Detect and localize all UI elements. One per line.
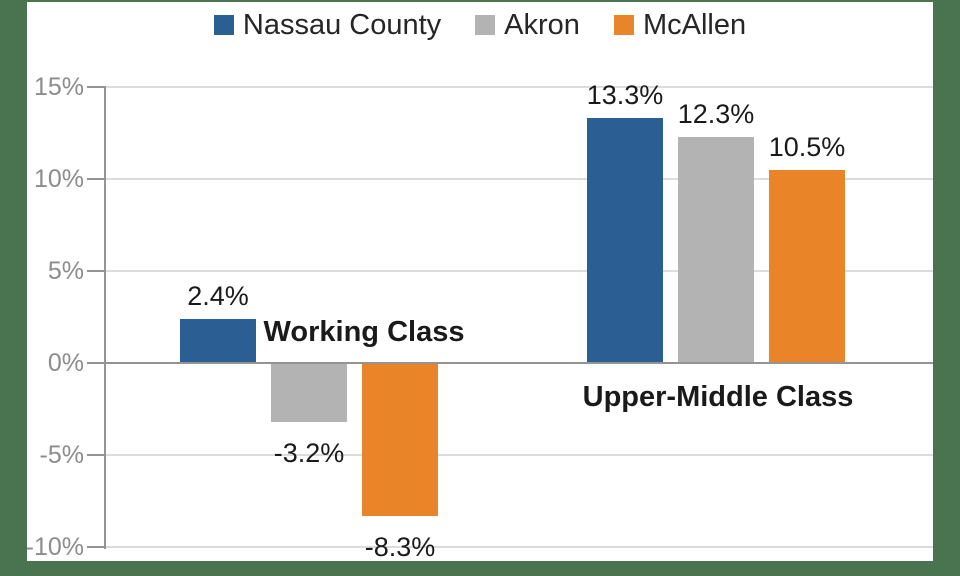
zero-baseline: [105, 362, 933, 364]
value-label-mcallen-upper-middle-class: 10.5%: [768, 131, 846, 162]
legend-item-nassau-county: Nassau County: [213, 9, 442, 41]
y-axis-label-15%: 15%: [33, 73, 84, 101]
category-label-upper-middle-class: Upper-Middle Class: [582, 381, 854, 413]
legend-label-nassau-county: Nassau County: [242, 9, 442, 41]
y-axis-label--10%: -10%: [25, 533, 84, 561]
legend-label-akron: Akron: [504, 9, 580, 41]
gridline-5%: [105, 270, 933, 272]
y-axis-tick-15%: [87, 86, 105, 88]
frame-border-bottom: [0, 561, 960, 576]
bar-nassau-county-working-class: [180, 318, 256, 363]
y-axis-tick-0%: [87, 362, 105, 364]
value-label-akron-upper-middle-class: 12.3%: [677, 98, 755, 129]
legend-swatch-icon-akron: [475, 15, 496, 35]
bar-akron-working-class: [271, 363, 347, 422]
y-axis-line: [104, 86, 106, 549]
y-axis-label--5%: -5%: [39, 441, 84, 469]
bar-akron-upper-middle-class: [678, 136, 754, 363]
y-axis-tick--10%: [87, 546, 105, 548]
gridline--10%: [105, 546, 933, 548]
frame-border-left: [0, 0, 27, 576]
y-axis-label-5%: 5%: [47, 257, 84, 285]
frame-border-top: [0, 0, 960, 2]
bar-nassau-county-upper-middle-class: [587, 118, 663, 363]
gridline-10%: [105, 178, 933, 180]
value-label-akron-working-class: -3.2%: [273, 437, 345, 468]
y-axis-label-0%: 0%: [47, 349, 84, 377]
value-label-mcallen-working-class: -8.3%: [364, 531, 436, 562]
y-axis-tick-10%: [87, 178, 105, 180]
y-axis-tick--5%: [87, 454, 105, 456]
value-label-nassau-county-working-class: 2.4%: [187, 280, 249, 311]
value-label-nassau-county-upper-middle-class: 13.3%: [586, 80, 664, 111]
gridline--5%: [105, 454, 933, 456]
y-axis-label-10%: 10%: [33, 165, 84, 193]
legend-swatch-icon-mcallen: [613, 15, 634, 35]
bar-mcallen-working-class: [362, 363, 438, 516]
legend-swatch-icon-nassau-county: [213, 15, 234, 35]
category-label-working-class: Working Class: [263, 316, 465, 348]
legend-item-akron: Akron: [475, 9, 580, 41]
frame-border-right: [933, 0, 960, 576]
bar-mcallen-upper-middle-class: [769, 169, 845, 363]
chart-legend: Nassau County Akron McAllen: [27, 6, 933, 44]
legend-item-mcallen: McAllen: [613, 9, 747, 41]
y-axis-tick-5%: [87, 270, 105, 272]
gridline-15%: [105, 86, 933, 88]
legend-label-mcallen: McAllen: [642, 9, 747, 41]
